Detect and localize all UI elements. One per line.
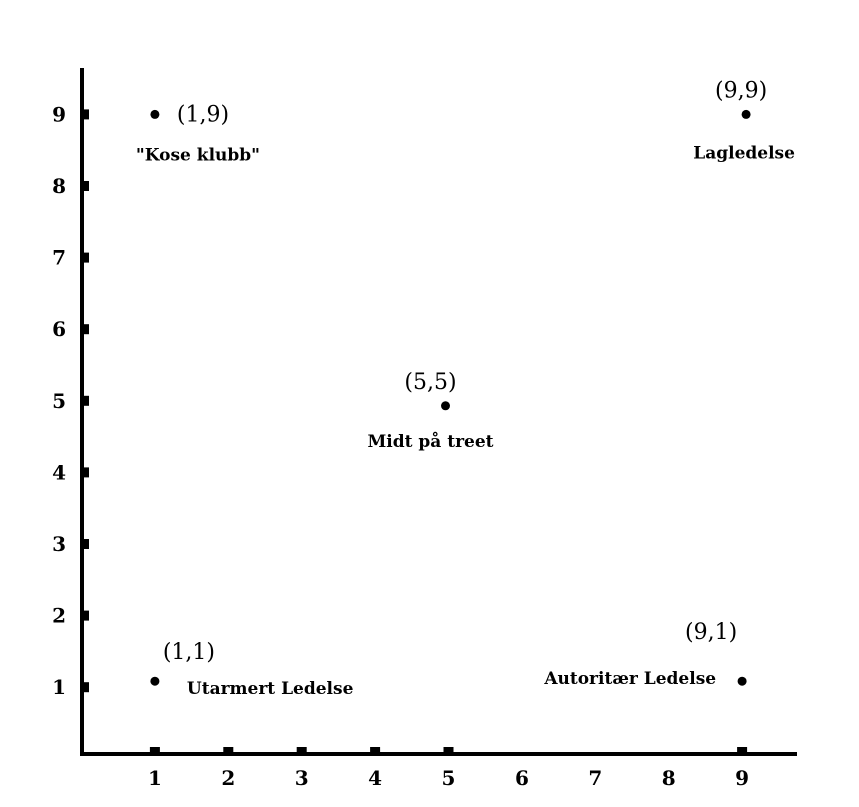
coord-label-9-9: (9,9) — [715, 78, 767, 103]
data-point-5-5 — [441, 401, 450, 411]
coord-label-9-1: (9,1) — [685, 620, 737, 645]
x-tick-mark-5 — [443, 747, 454, 755]
coord-label-5-5: (5,5) — [404, 370, 456, 395]
point-name-label-9-9: Lagledelse — [693, 143, 795, 163]
coord-label-1-9: (1,9) — [177, 102, 229, 127]
x-ticks: 1 2 3 4 5 6 7 8 9 — [148, 747, 749, 790]
y-tick-label-8: 8 — [52, 174, 66, 198]
data-point-9-1 — [737, 676, 747, 686]
point-name-label-5-5: Midt på treet — [367, 431, 493, 452]
x-tick-label-2: 2 — [221, 766, 235, 790]
y-tick-mark-4 — [81, 467, 89, 478]
x-tick-label-1: 1 — [148, 766, 162, 790]
x-tick-label-9: 9 — [735, 766, 749, 790]
y-tick-label-9: 9 — [52, 102, 66, 126]
x-tick-label-6: 6 — [515, 766, 529, 790]
data-points: (1,9) "Kose klubb" (9,9) Lagledelse (5,5) Mid… — [136, 78, 795, 699]
data-point-1-9 — [150, 109, 160, 119]
y-tick-mark-1 — [81, 682, 89, 693]
data-point-9-9 — [741, 109, 751, 119]
y-tick-label-7: 7 — [52, 246, 66, 270]
y-tick-mark-2 — [81, 610, 89, 621]
x-tick-mark-4 — [370, 747, 381, 755]
y-tick-label-3: 3 — [52, 532, 66, 556]
x-tick-label-7: 7 — [588, 766, 602, 790]
y-tick-label-2: 2 — [52, 604, 66, 628]
y-tick-label-6: 6 — [52, 317, 66, 341]
x-tick-mark-2 — [223, 747, 234, 755]
y-tick-mark-6 — [81, 324, 89, 335]
x-tick-mark-9 — [737, 747, 748, 755]
x-tick-mark-1 — [149, 747, 160, 755]
y-tick-label-1: 1 — [52, 675, 66, 699]
x-tick-mark-3 — [296, 747, 307, 755]
y-tick-mark-3 — [81, 539, 89, 549]
x-tick-label-3: 3 — [295, 766, 309, 790]
point-name-label-1-1: Utarmert Ledelse — [187, 679, 354, 699]
y-tick-label-5: 5 — [52, 389, 66, 413]
y-tick-mark-8 — [81, 181, 89, 191]
point-name-label-9-1: Autoritær Ledelse — [543, 669, 716, 689]
y-tick-mark-7 — [81, 252, 89, 263]
coord-label-1-1: (1,1) — [163, 640, 215, 665]
x-tick-label-5: 5 — [442, 766, 456, 790]
y-ticks: 1 2 3 4 5 6 7 8 9 — [52, 102, 89, 699]
data-point-1-1 — [150, 676, 160, 686]
y-tick-mark-5 — [81, 395, 89, 406]
y-tick-mark-9 — [81, 109, 89, 120]
x-tick-label-8: 8 — [662, 766, 676, 790]
point-name-label-1-9: "Kose klubb" — [136, 145, 260, 165]
x-tick-label-4: 4 — [368, 766, 382, 790]
y-tick-label-4: 4 — [52, 460, 66, 484]
